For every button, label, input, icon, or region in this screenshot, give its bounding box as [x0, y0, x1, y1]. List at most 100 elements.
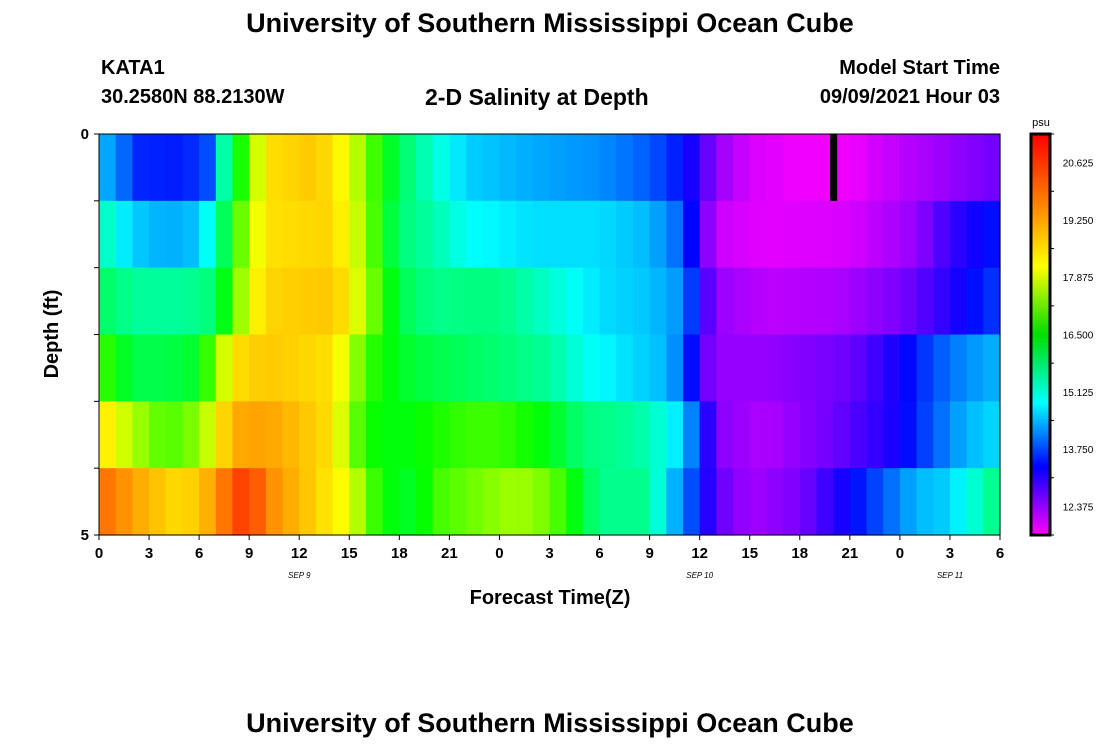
heatmap-cell — [816, 468, 834, 536]
heatmap-cell — [899, 267, 918, 336]
heatmap-cell — [299, 134, 317, 202]
heatmap-cell — [399, 134, 417, 202]
heatmap-cell — [983, 134, 1001, 202]
heatmap-cell — [899, 200, 918, 269]
heatmap-cell — [749, 334, 768, 402]
heatmap-cell — [382, 200, 400, 269]
heatmap-cell — [382, 468, 400, 536]
heatmap-cell — [899, 468, 918, 536]
heatmap-cell — [132, 401, 150, 469]
x-tick-label: 12 — [691, 545, 708, 562]
heatmap-cell — [933, 468, 951, 536]
heatmap-cell — [849, 468, 868, 536]
heatmap-cell — [466, 401, 484, 469]
heatmap-cell — [866, 468, 884, 536]
heatmap-cell — [349, 134, 367, 202]
heatmap-cell — [382, 134, 400, 202]
heatmap-cell — [282, 468, 300, 536]
heatmap-cell — [149, 200, 167, 269]
heatmap-cell — [365, 134, 384, 202]
heatmap-cell — [566, 468, 584, 536]
heatmap-cell — [532, 468, 551, 536]
heatmap-cell — [199, 334, 217, 402]
heatmap-cell — [165, 401, 184, 469]
heatmap-cell — [382, 334, 400, 402]
colorbar-tick-label: 16.500 — [1063, 331, 1094, 342]
heatmap-cell — [516, 267, 534, 336]
heatmap-cell — [632, 134, 651, 202]
heatmap-cell — [766, 200, 784, 269]
heatmap-cell — [616, 134, 634, 202]
heatmap-cell — [132, 200, 150, 269]
x-tick-label: 15 — [741, 545, 758, 562]
heatmap-cell — [265, 200, 284, 269]
heatmap-cell — [99, 334, 117, 402]
heatmap-cell — [382, 267, 400, 336]
heatmap-cell — [499, 468, 517, 536]
heatmap-cell — [215, 401, 234, 469]
heatmap-cell — [232, 401, 250, 469]
heatmap-cell — [115, 134, 133, 202]
model-start-label: Model Start Time — [839, 57, 1000, 79]
heatmap-cell — [599, 200, 617, 269]
heatmap-cell — [516, 200, 534, 269]
heatmap-cell — [265, 134, 284, 202]
heatmap-cell — [783, 334, 801, 402]
heatmap-cell — [566, 334, 584, 402]
heatmap-cell — [916, 267, 934, 336]
colorbar-tick-label: 13.750 — [1063, 445, 1094, 456]
missing-value-marks — [830, 134, 838, 201]
heatmap-cell — [733, 468, 751, 536]
heatmap-cell — [799, 134, 818, 202]
heatmap-cell — [783, 468, 801, 536]
heatmap-cell — [115, 401, 133, 469]
heatmap-cell — [966, 468, 984, 536]
heatmap-cell — [449, 401, 467, 469]
heatmap-cell — [315, 334, 334, 402]
heatmap-cell — [332, 267, 350, 336]
x-date-label: SEP 9 — [288, 571, 311, 580]
heatmap-cell — [699, 267, 717, 336]
x-tick-label: 3 — [145, 545, 153, 562]
heatmap-cell — [416, 334, 434, 402]
heatmap-cell — [632, 401, 651, 469]
heatmap-cell — [199, 468, 217, 536]
heatmap-cell — [983, 334, 1001, 402]
heatmap-cell — [582, 134, 601, 202]
heatmap-cell — [466, 334, 484, 402]
heatmap-cell — [315, 200, 334, 269]
heatmap-cell — [549, 401, 567, 469]
heatmap-cell — [215, 334, 234, 402]
heatmap-cell — [783, 267, 801, 336]
x-tick-label: 6 — [996, 545, 1004, 562]
heatmap-cell — [399, 334, 417, 402]
heatmap-cell — [99, 200, 117, 269]
heatmap-cell — [833, 134, 851, 202]
heatmap-cell — [983, 267, 1001, 336]
plot-title: 2-D Salinity at Depth — [425, 84, 649, 110]
heatmap-cell — [616, 468, 634, 536]
heatmap-cell — [265, 334, 284, 402]
y-tick-label: 0 — [81, 126, 89, 143]
heatmap-cell — [816, 334, 834, 402]
heatmap-cell — [916, 401, 934, 469]
heatmap-cell — [149, 267, 167, 336]
heatmap-cell — [199, 200, 217, 269]
heatmap-cell — [966, 200, 984, 269]
heatmap-cell — [249, 267, 267, 336]
x-tick-label: 3 — [545, 545, 553, 562]
heatmap-cell — [249, 401, 267, 469]
heatmap-cell — [733, 334, 751, 402]
heatmap-cell — [632, 267, 651, 336]
heatmap-cell — [566, 267, 584, 336]
colorbar-tick-label: 15.125 — [1063, 388, 1094, 399]
heatmap-cell — [532, 200, 551, 269]
heatmap-cell — [549, 468, 567, 536]
heatmap-cell — [99, 134, 117, 202]
heatmap-cell — [99, 468, 117, 536]
station-coordinates: 30.2580N 88.2130W — [101, 86, 285, 108]
heatmap-cell — [115, 334, 133, 402]
x-tick-label: 0 — [95, 545, 103, 562]
heatmap-cell — [749, 134, 768, 202]
heatmap-cell — [499, 200, 517, 269]
